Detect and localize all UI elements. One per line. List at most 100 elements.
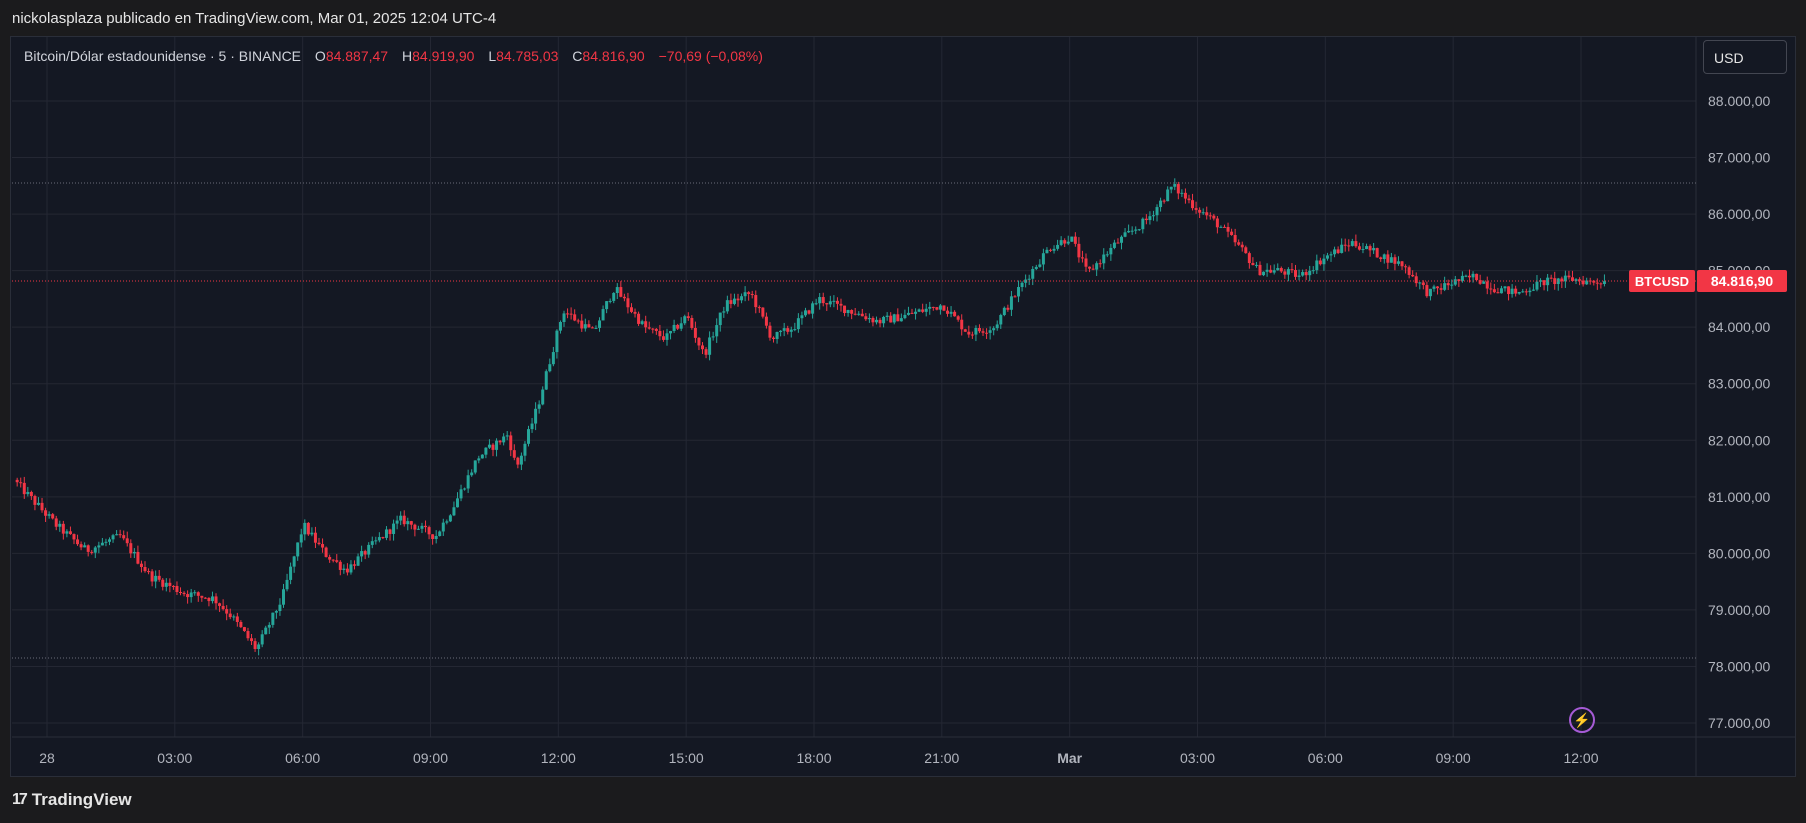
candle-body bbox=[757, 307, 761, 309]
candle-body bbox=[871, 318, 875, 323]
candle-body bbox=[374, 540, 378, 542]
candle-body bbox=[65, 531, 69, 534]
candle-body bbox=[970, 334, 974, 336]
candle-body bbox=[807, 310, 811, 314]
candle-body bbox=[1354, 241, 1358, 247]
candle-body bbox=[587, 324, 591, 328]
candle-body bbox=[285, 579, 289, 590]
candle-body bbox=[1073, 236, 1077, 244]
lightning-icon[interactable]: ⚡ bbox=[1569, 707, 1595, 733]
candle-body bbox=[441, 522, 445, 532]
candle-body bbox=[1439, 288, 1443, 290]
candle-body bbox=[416, 528, 420, 530]
candle-body bbox=[477, 458, 481, 461]
candle-body bbox=[384, 529, 388, 538]
candle-body bbox=[1485, 281, 1489, 289]
candle-body bbox=[846, 310, 850, 314]
currency-button[interactable]: USD bbox=[1703, 40, 1787, 74]
candle-body bbox=[68, 531, 72, 535]
candle-body bbox=[235, 616, 239, 622]
candle-body bbox=[1009, 296, 1013, 310]
candle-body bbox=[267, 624, 271, 628]
candle-body bbox=[111, 535, 115, 540]
candle-body bbox=[892, 314, 896, 323]
candle-body bbox=[729, 300, 733, 304]
chart-panel[interactable] bbox=[10, 36, 1796, 777]
candle-body bbox=[796, 318, 800, 330]
last-price-tag bbox=[1697, 269, 1787, 292]
time-tick-label: 15:00 bbox=[669, 750, 704, 766]
open-label: O bbox=[314, 48, 326, 64]
candle-body bbox=[296, 542, 300, 557]
candle-body bbox=[1343, 244, 1347, 246]
candle-body bbox=[1425, 285, 1429, 297]
candle-body bbox=[189, 592, 193, 598]
candle-body bbox=[906, 312, 910, 315]
candle-body bbox=[438, 531, 442, 537]
candle-body bbox=[835, 300, 839, 304]
candle-body bbox=[1155, 207, 1159, 216]
candle-body bbox=[434, 536, 438, 539]
candle-body bbox=[732, 298, 736, 304]
candle-body bbox=[1063, 240, 1067, 244]
footer-brand[interactable]: 17 TradingView bbox=[12, 790, 132, 810]
candle-body bbox=[1240, 244, 1244, 248]
candle-body bbox=[1191, 200, 1195, 209]
candle-body bbox=[651, 328, 655, 330]
candle-body bbox=[225, 609, 229, 614]
candle-body bbox=[193, 592, 197, 594]
candle-body bbox=[317, 542, 321, 545]
candle-body bbox=[601, 309, 605, 321]
candle-body bbox=[754, 295, 758, 308]
candle-body bbox=[1389, 257, 1393, 263]
candle-body bbox=[1514, 288, 1518, 294]
candle-body bbox=[19, 482, 23, 484]
candle-body bbox=[782, 328, 786, 331]
candle-body bbox=[271, 612, 275, 625]
candle-body bbox=[1468, 275, 1472, 278]
candle-body bbox=[1230, 231, 1234, 236]
candles-group bbox=[15, 178, 1606, 656]
candle-body bbox=[903, 314, 907, 319]
candle-body bbox=[136, 551, 140, 564]
candle-body bbox=[527, 429, 531, 444]
candle-body bbox=[107, 539, 111, 542]
candle-body bbox=[566, 313, 570, 315]
candle-body bbox=[1535, 281, 1539, 290]
candle-body bbox=[242, 627, 246, 632]
candle-body bbox=[1215, 218, 1219, 228]
candle-body bbox=[427, 527, 431, 535]
candle-body bbox=[1496, 292, 1500, 294]
candle-body bbox=[1297, 275, 1301, 277]
candle-body bbox=[523, 443, 527, 456]
candle-body bbox=[210, 596, 214, 602]
candle-body bbox=[598, 320, 602, 328]
candle-body bbox=[424, 525, 428, 528]
candle-body bbox=[1254, 264, 1258, 266]
candle-body bbox=[803, 310, 807, 316]
candle-body bbox=[448, 515, 452, 522]
candle-body bbox=[1329, 254, 1333, 256]
candle-body bbox=[750, 294, 754, 296]
time-tick-label: 03:00 bbox=[1180, 750, 1215, 766]
candle-body bbox=[370, 541, 374, 545]
candle-body bbox=[1205, 212, 1209, 216]
candle-body bbox=[491, 444, 495, 450]
candle-body bbox=[743, 292, 747, 297]
candle-body bbox=[363, 551, 367, 555]
candle-body bbox=[1269, 269, 1273, 273]
candle-body bbox=[310, 532, 314, 535]
candle-body bbox=[487, 444, 491, 448]
candle-body bbox=[289, 566, 293, 580]
candle-body bbox=[246, 631, 250, 639]
candle-body bbox=[1070, 236, 1074, 242]
candle-body bbox=[949, 311, 953, 314]
candle-body bbox=[1173, 184, 1177, 187]
candle-body bbox=[967, 331, 971, 335]
candle-body bbox=[1411, 274, 1415, 277]
candle-body bbox=[725, 300, 729, 312]
candle-body bbox=[1432, 286, 1436, 289]
candle-body bbox=[917, 309, 921, 312]
candle-body bbox=[1524, 291, 1528, 293]
